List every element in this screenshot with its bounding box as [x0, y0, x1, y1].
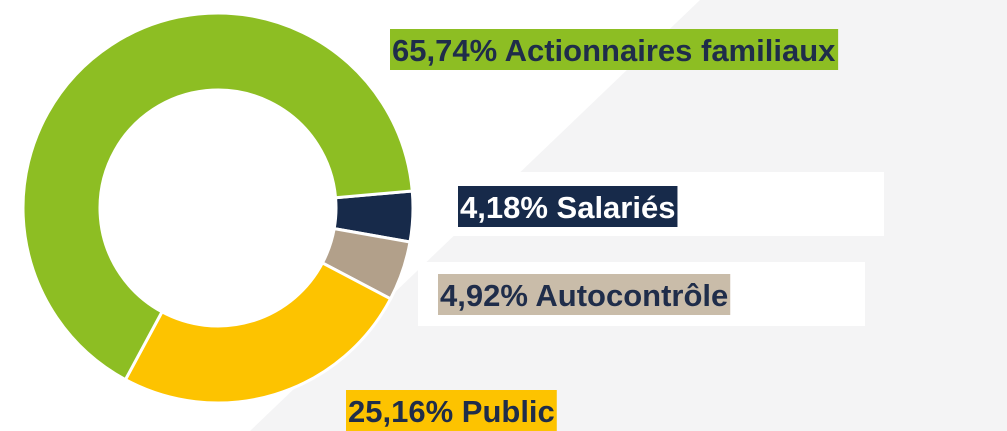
- label-text: 65,74% Actionnaires familiaux: [392, 33, 836, 68]
- label-highlight: [390, 29, 839, 70]
- value-label: 4,18%: [460, 190, 548, 225]
- value-label: 65,74%: [392, 33, 497, 68]
- slice-label: 4,18% Salariés: [458, 186, 678, 227]
- label-highlight: [438, 274, 731, 315]
- category-label: Autocontrôle: [535, 278, 728, 313]
- label-highlight: [346, 390, 557, 431]
- category-label: Salariés: [557, 190, 676, 225]
- category-label: Actionnaires familiaux: [505, 33, 837, 68]
- label-text: 25,16% Public: [348, 394, 555, 429]
- label-text: 4,18% Salariés: [460, 190, 675, 225]
- category-label: Public: [462, 394, 555, 429]
- value-label: 25,16%: [348, 394, 453, 429]
- donut: [21, 11, 415, 405]
- slice: [21, 11, 414, 382]
- label-highlight: [458, 186, 678, 227]
- label-text: 4,92% Autocontrôle: [440, 278, 728, 313]
- slice-label: 25,16% Public: [346, 390, 557, 431]
- slice-label: 4,92% Autocontrôle: [438, 274, 731, 315]
- labels: 4,18% Salariés 4,92% Autocontrôle 25,16% P…: [346, 29, 839, 431]
- slice-label: 65,74% Actionnaires familiaux: [390, 29, 839, 70]
- slice: [123, 260, 393, 405]
- value-label: 4,92%: [440, 278, 528, 313]
